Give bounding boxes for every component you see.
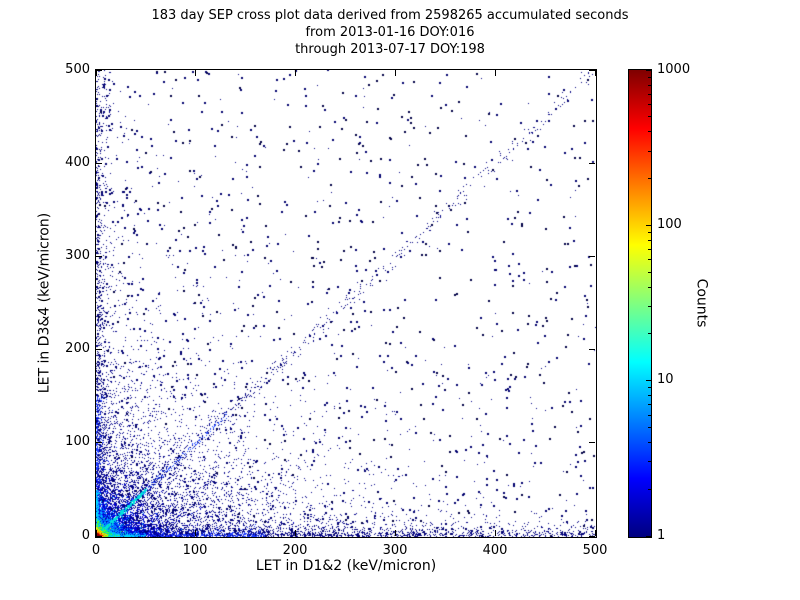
y-tick-mark [589, 536, 595, 537]
y-tick-label: 400 [65, 155, 90, 170]
y-tick-mark [589, 349, 595, 350]
colorbar-minor-tick-mark [648, 461, 651, 462]
y-tick-label: 300 [65, 248, 90, 263]
x-tick-mark [295, 530, 296, 536]
x-tick-label: 200 [282, 543, 308, 558]
y-tick-mark [589, 70, 595, 71]
colorbar-minor-tick-mark [648, 240, 651, 241]
x-tick-mark [495, 530, 496, 536]
colorbar-tick-label: 1 [657, 528, 666, 543]
y-tick-mark [96, 349, 102, 350]
x-tick-label: 300 [382, 543, 408, 558]
colorbar-tick-label: 1000 [657, 62, 691, 77]
colorbar-minor-tick-mark [648, 287, 651, 288]
y-tick-mark [589, 163, 595, 164]
chart-title-line-1: 183 day SEP cross plot data derived from… [151, 8, 629, 23]
x-tick-mark [395, 70, 396, 76]
colorbar-minor-tick-mark [648, 259, 651, 260]
x-tick-label: 100 [182, 543, 208, 558]
colorbar-minor-tick-mark [648, 404, 651, 405]
x-tick-mark [595, 70, 596, 76]
colorbar-minor-tick-mark [648, 104, 651, 105]
colorbar-minor-tick-mark [648, 415, 651, 416]
colorbar-tick-mark [646, 70, 651, 71]
x-axis-label: LET in D1&2 (keV/micron) [255, 558, 437, 574]
x-tick-mark [595, 530, 596, 536]
colorbar-minor-tick-mark [648, 306, 651, 307]
colorbar-minor-tick-mark [648, 333, 651, 334]
colorbar-minor-tick-mark [648, 131, 651, 132]
x-tick-mark [96, 530, 97, 536]
colorbar-minor-tick-mark [648, 387, 651, 388]
scatter-points-canvas [96, 70, 596, 537]
chart-title-line-2: from 2013-01-16 DOY:016 [305, 25, 475, 40]
colorbar-tick-label: 10 [657, 372, 674, 387]
colorbar-minor-tick-mark [648, 116, 651, 117]
colorbar-minor-tick-mark [648, 272, 651, 273]
colorbar-tick-mark [646, 536, 651, 537]
colorbar [628, 69, 652, 538]
y-tick-label: 100 [65, 434, 90, 449]
x-tick-label: 0 [91, 543, 101, 558]
colorbar-minor-tick-mark [648, 77, 651, 78]
y-tick-label: 200 [65, 341, 90, 356]
colorbar-minor-tick-mark [648, 85, 651, 86]
x-tick-mark [495, 70, 496, 76]
x-tick-label: 500 [582, 543, 608, 558]
colorbar-tick-label: 100 [657, 217, 682, 232]
y-tick-mark [589, 256, 595, 257]
y-tick-mark [96, 163, 102, 164]
colorbar-tick-mark [646, 380, 651, 381]
y-tick-mark [96, 536, 102, 537]
x-tick-mark [395, 530, 396, 536]
y-axis-label: LET in D3&4 (keV/micron) [36, 212, 53, 394]
colorbar-axis-label: Counts [693, 278, 710, 328]
colorbar-minor-tick-mark [648, 232, 651, 233]
x-tick-label: 400 [482, 543, 508, 558]
colorbar-minor-tick-mark [648, 94, 651, 95]
chart-title-line-3: through 2013-07-17 DOY:198 [295, 42, 485, 57]
colorbar-minor-tick-mark [648, 427, 651, 428]
colorbar-minor-tick-mark [648, 395, 651, 396]
colorbar-tick-mark [646, 225, 651, 226]
colorbar-minor-tick-mark [648, 151, 651, 152]
y-tick-mark [96, 442, 102, 443]
x-tick-mark [195, 70, 196, 76]
x-tick-mark [195, 530, 196, 536]
y-tick-mark [96, 256, 102, 257]
x-tick-mark [96, 70, 97, 76]
y-tick-mark [96, 70, 102, 71]
colorbar-gradient [629, 70, 651, 537]
colorbar-minor-tick-mark [648, 178, 651, 179]
y-tick-label: 500 [65, 62, 90, 77]
colorbar-minor-tick-mark [648, 442, 651, 443]
y-tick-label: 0 [81, 528, 90, 543]
x-tick-mark [295, 70, 296, 76]
plot-area [95, 69, 597, 538]
colorbar-minor-tick-mark [648, 249, 651, 250]
y-tick-mark [589, 442, 595, 443]
colorbar-minor-tick-mark [648, 489, 651, 490]
